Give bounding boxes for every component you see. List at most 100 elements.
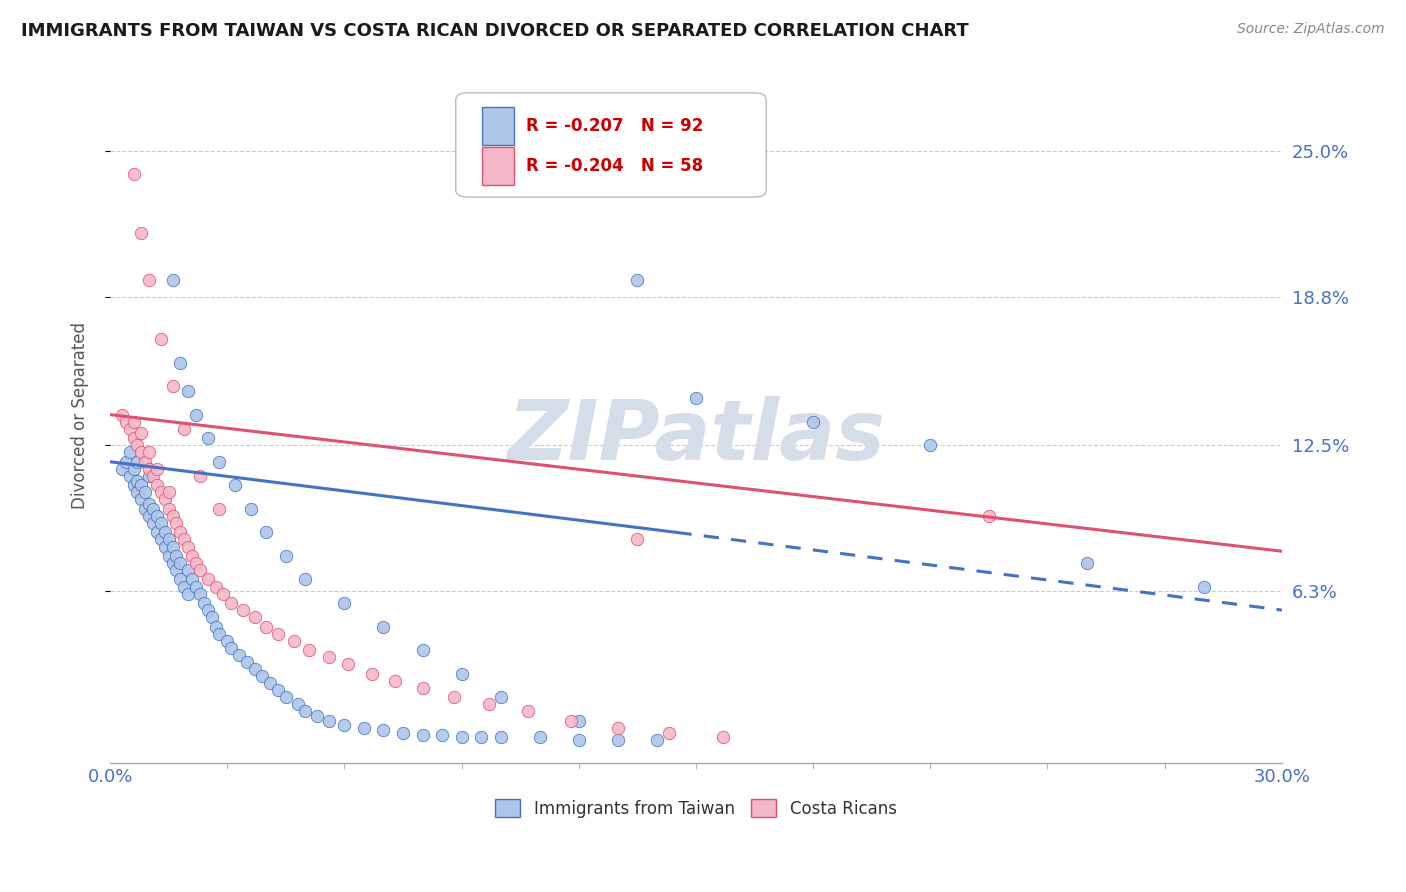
Point: [236, 655, 259, 669]
Point: [149, 332, 172, 346]
Point: [360, 666, 382, 681]
Point: [122, 415, 145, 429]
Point: [157, 533, 180, 547]
Point: [294, 573, 316, 587]
Point: [384, 673, 406, 688]
FancyBboxPatch shape: [481, 107, 515, 145]
Point: [157, 485, 180, 500]
Point: [232, 603, 254, 617]
Point: [392, 725, 415, 739]
Point: [138, 508, 160, 523]
Point: [267, 683, 290, 698]
Point: [131, 426, 153, 441]
Text: IMMIGRANTS FROM TAIWAN VS COSTA RICAN DIVORCED OR SEPARATED CORRELATION CHART: IMMIGRANTS FROM TAIWAN VS COSTA RICAN DI…: [21, 22, 969, 40]
Point: [138, 468, 160, 483]
Point: [606, 721, 628, 735]
Point: [122, 431, 145, 445]
Point: [177, 563, 200, 577]
Point: [333, 596, 356, 610]
Point: [114, 455, 136, 469]
Point: [208, 501, 231, 516]
Point: [188, 468, 211, 483]
Point: [685, 391, 707, 405]
Point: [177, 586, 200, 600]
Point: [568, 732, 591, 747]
Point: [162, 508, 184, 523]
Point: [169, 525, 191, 540]
Text: R = -0.204   N = 58: R = -0.204 N = 58: [526, 157, 703, 175]
Point: [111, 462, 134, 476]
Point: [166, 563, 188, 577]
Point: [711, 730, 734, 744]
Point: [131, 492, 153, 507]
Point: [153, 525, 176, 540]
Text: R = -0.207   N = 92: R = -0.207 N = 92: [526, 117, 703, 136]
Point: [138, 445, 160, 459]
Point: [149, 533, 172, 547]
Point: [153, 540, 176, 554]
Point: [169, 356, 191, 370]
Point: [920, 438, 942, 452]
Point: [254, 525, 277, 540]
Point: [162, 379, 184, 393]
FancyBboxPatch shape: [481, 146, 515, 185]
Point: [412, 643, 434, 657]
Point: [122, 462, 145, 476]
Point: [188, 563, 211, 577]
Point: [801, 415, 824, 429]
Point: [217, 633, 239, 648]
Point: [243, 662, 266, 676]
Point: [177, 540, 200, 554]
Point: [977, 508, 1000, 523]
Point: [127, 485, 149, 500]
Point: [193, 596, 215, 610]
Point: [626, 273, 648, 287]
Point: [197, 573, 219, 587]
Point: [149, 485, 172, 500]
Point: [450, 730, 472, 744]
Point: [228, 648, 250, 662]
Point: [142, 516, 165, 530]
Point: [197, 603, 219, 617]
Point: [131, 227, 153, 241]
Point: [188, 586, 211, 600]
Point: [219, 596, 242, 610]
Point: [1192, 580, 1215, 594]
Point: [166, 516, 188, 530]
Point: [373, 619, 395, 633]
Point: [219, 640, 242, 655]
Text: ZIPatlas: ZIPatlas: [508, 396, 884, 477]
Point: [252, 669, 274, 683]
Point: [138, 273, 160, 287]
Point: [162, 273, 184, 287]
Point: [489, 730, 512, 744]
Point: [127, 438, 149, 452]
Point: [181, 549, 204, 563]
Point: [184, 580, 207, 594]
Legend: Immigrants from Taiwan, Costa Ricans: Immigrants from Taiwan, Costa Ricans: [489, 793, 903, 824]
Point: [243, 610, 266, 624]
Point: [114, 415, 136, 429]
Point: [274, 690, 297, 705]
Point: [197, 431, 219, 445]
Point: [373, 723, 395, 738]
Point: [208, 455, 231, 469]
Point: [568, 714, 591, 728]
Point: [169, 556, 191, 570]
Point: [267, 626, 290, 640]
Point: [204, 580, 226, 594]
Point: [127, 455, 149, 469]
Point: [645, 732, 668, 747]
Point: [254, 619, 277, 633]
Point: [162, 540, 184, 554]
Point: [146, 462, 169, 476]
Point: [149, 516, 172, 530]
Point: [146, 478, 169, 492]
Point: [138, 497, 160, 511]
Point: [517, 704, 540, 718]
Point: [287, 698, 309, 712]
Point: [184, 408, 207, 422]
Point: [122, 478, 145, 492]
Point: [489, 690, 512, 705]
Point: [166, 549, 188, 563]
